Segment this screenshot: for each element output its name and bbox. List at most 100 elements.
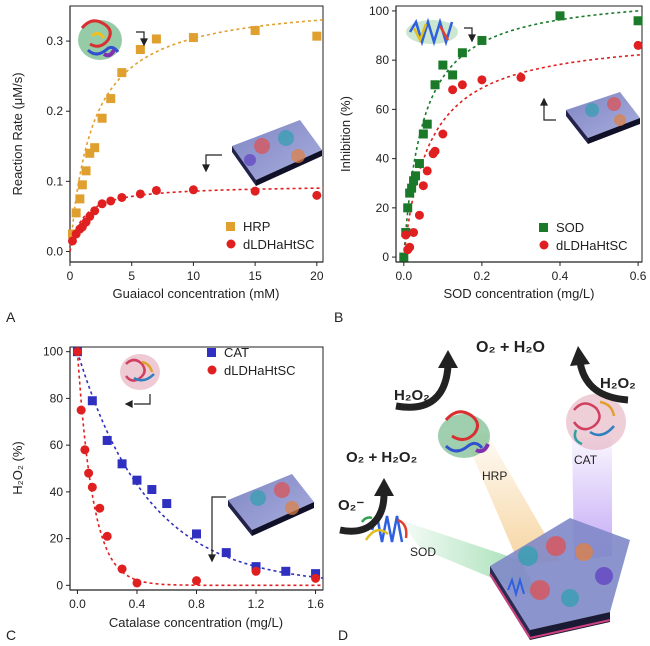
composite-image-a [232, 120, 322, 186]
cat-label: CAT [574, 453, 598, 467]
data-point-c-1 [87, 482, 97, 492]
h2o2-hrp-substrate-label: H₂O₂ [394, 387, 430, 404]
data-point-b-0 [422, 119, 432, 129]
data-point-a-0 [106, 94, 116, 104]
legend-label-hrp: HRP [243, 219, 270, 234]
o2-superoxide-label: O₂⁻ [338, 497, 364, 514]
o2-h2o2-product-label: O₂ + H₂O₂ [346, 449, 417, 466]
ticks-b: 0.0 0.2 0.4 0.6 0 20 40 60 80 100 [369, 4, 647, 283]
legend-b: SOD dLDHaHtSC [539, 220, 628, 253]
data-point-b-1 [430, 146, 440, 156]
data-point-a-0 [81, 166, 91, 176]
data-point-c-0 [281, 566, 291, 576]
data-point-a-1 [90, 206, 100, 216]
data-point-b-1 [633, 40, 643, 50]
data-point-b-0 [409, 176, 419, 186]
sod-pointer-arrow [464, 27, 476, 43]
fit-curve-b-1 [403, 53, 643, 258]
cat-enzyme-image [566, 394, 626, 450]
hrp-reaction-arrow [395, 350, 458, 411]
data-point-a-0 [312, 31, 322, 41]
data-point-a-0 [85, 148, 95, 158]
data-point-b-1 [414, 210, 424, 220]
data-point-c-1 [117, 564, 127, 574]
data-point-b-0 [555, 11, 565, 21]
composite-image-c [228, 474, 314, 536]
legend-a: HRP dLDHaHtSC [226, 219, 315, 252]
data-point-c-0 [192, 529, 201, 539]
y-tick-label-a: 0.0 [46, 244, 63, 258]
data-point-c-1 [251, 566, 261, 576]
x-tick-label-b: 0.6 [630, 269, 647, 283]
legend-label-dldhahtsc-c: dLDHaHtSC [224, 363, 296, 378]
data-point-c-0 [147, 485, 157, 495]
y-axis-label-c: H₂O₂ (%) [10, 441, 25, 494]
x-axis-label-b: SOD concentration (mg/L) [443, 286, 594, 301]
y-tick-label-b: 80 [376, 53, 390, 67]
data-point-c-0 [162, 499, 172, 509]
data-point-c-1 [311, 573, 321, 583]
fit-curves-c [76, 351, 324, 587]
x-axis-label-c: Catalase concentration (mg/L) [109, 615, 283, 630]
data-point-b-0 [633, 16, 643, 26]
ticks-a: 0 5 10 15 20 0.0 0.1 0.2 0.3 [46, 34, 324, 283]
data-point-c-1 [80, 445, 90, 455]
legend-label-dldhahtsc-a: dLDHaHtSC [243, 237, 315, 252]
panel-a: 0 5 10 15 20 0.0 0.1 0.2 0.3 Guaiacol concentrat… [6, 5, 324, 325]
data-point-c-1 [72, 347, 82, 357]
panel-label-c: C [6, 627, 16, 643]
data-point-c-0 [311, 569, 321, 579]
data-point-a-0 [71, 208, 81, 218]
data-point-a-0 [250, 26, 260, 36]
y-tick-label-c: 60 [50, 438, 64, 452]
cat-pointer-arrow [124, 394, 151, 408]
data-point-c-1 [84, 468, 94, 478]
legend-marker-dldhahtsc-a [226, 239, 236, 249]
data-point-b-0 [438, 60, 448, 70]
y-tick-label-c: 80 [50, 391, 64, 405]
data-point-a-0 [117, 68, 127, 78]
fit-curve-c-0 [76, 351, 324, 579]
data-points-a [67, 26, 322, 246]
sod-protein-image [406, 17, 458, 47]
x-axis-label-a: Guaiacol concentration (mM) [113, 286, 280, 301]
data-point-c-0 [251, 562, 261, 572]
data-point-b-0 [448, 70, 458, 80]
data-point-b-1 [409, 227, 419, 237]
legend-label-cat: CAT [224, 345, 249, 360]
data-point-b-0 [414, 159, 424, 169]
data-point-c-1 [102, 531, 112, 541]
fit-curves-b [403, 9, 643, 258]
legend-c: CAT dLDHaHtSC [207, 345, 296, 378]
x-tick-label-c: 1.2 [248, 597, 265, 611]
data-point-a-1 [97, 199, 107, 209]
ticks-c: 0.0 0.4 0.8 1.2 1.6 0 20 40 60 80 100 [43, 345, 324, 611]
x-tick-label-b: 0.0 [395, 269, 412, 283]
y-tick-label-a: 0.1 [46, 174, 63, 188]
data-point-b-1 [438, 129, 448, 139]
data-point-b-1 [457, 80, 467, 90]
panel-label-b: B [334, 309, 343, 325]
x-tick-label-b: 0.4 [552, 269, 569, 283]
x-tick-label-a: 5 [128, 269, 135, 283]
y-tick-label-b: 0 [382, 250, 389, 264]
x-tick-label-a: 15 [248, 269, 262, 283]
cat-protein-image [120, 354, 160, 390]
y-tick-label-c: 0 [56, 578, 63, 592]
fit-curve-a-1 [69, 187, 323, 252]
data-points-c [72, 347, 321, 588]
data-point-b-0 [418, 129, 428, 139]
data-point-b-0 [407, 183, 417, 193]
data-point-b-0 [399, 252, 409, 262]
data-point-a-1 [135, 189, 145, 199]
hrp-pointer-arrow [136, 31, 148, 47]
y-tick-label-c: 100 [43, 345, 63, 359]
panel-c: 0.0 0.4 0.8 1.2 1.6 0 20 40 60 80 100 Catalase con… [6, 345, 324, 643]
hrp-label: HRP [482, 469, 507, 483]
data-point-b-1 [422, 166, 432, 176]
hrp-protein-image [78, 19, 122, 60]
data-point-c-0 [87, 396, 97, 406]
panel-label-a: A [6, 309, 16, 325]
data-point-b-1 [401, 230, 411, 240]
y-axis-label-b: Inhibition (%) [338, 96, 353, 172]
